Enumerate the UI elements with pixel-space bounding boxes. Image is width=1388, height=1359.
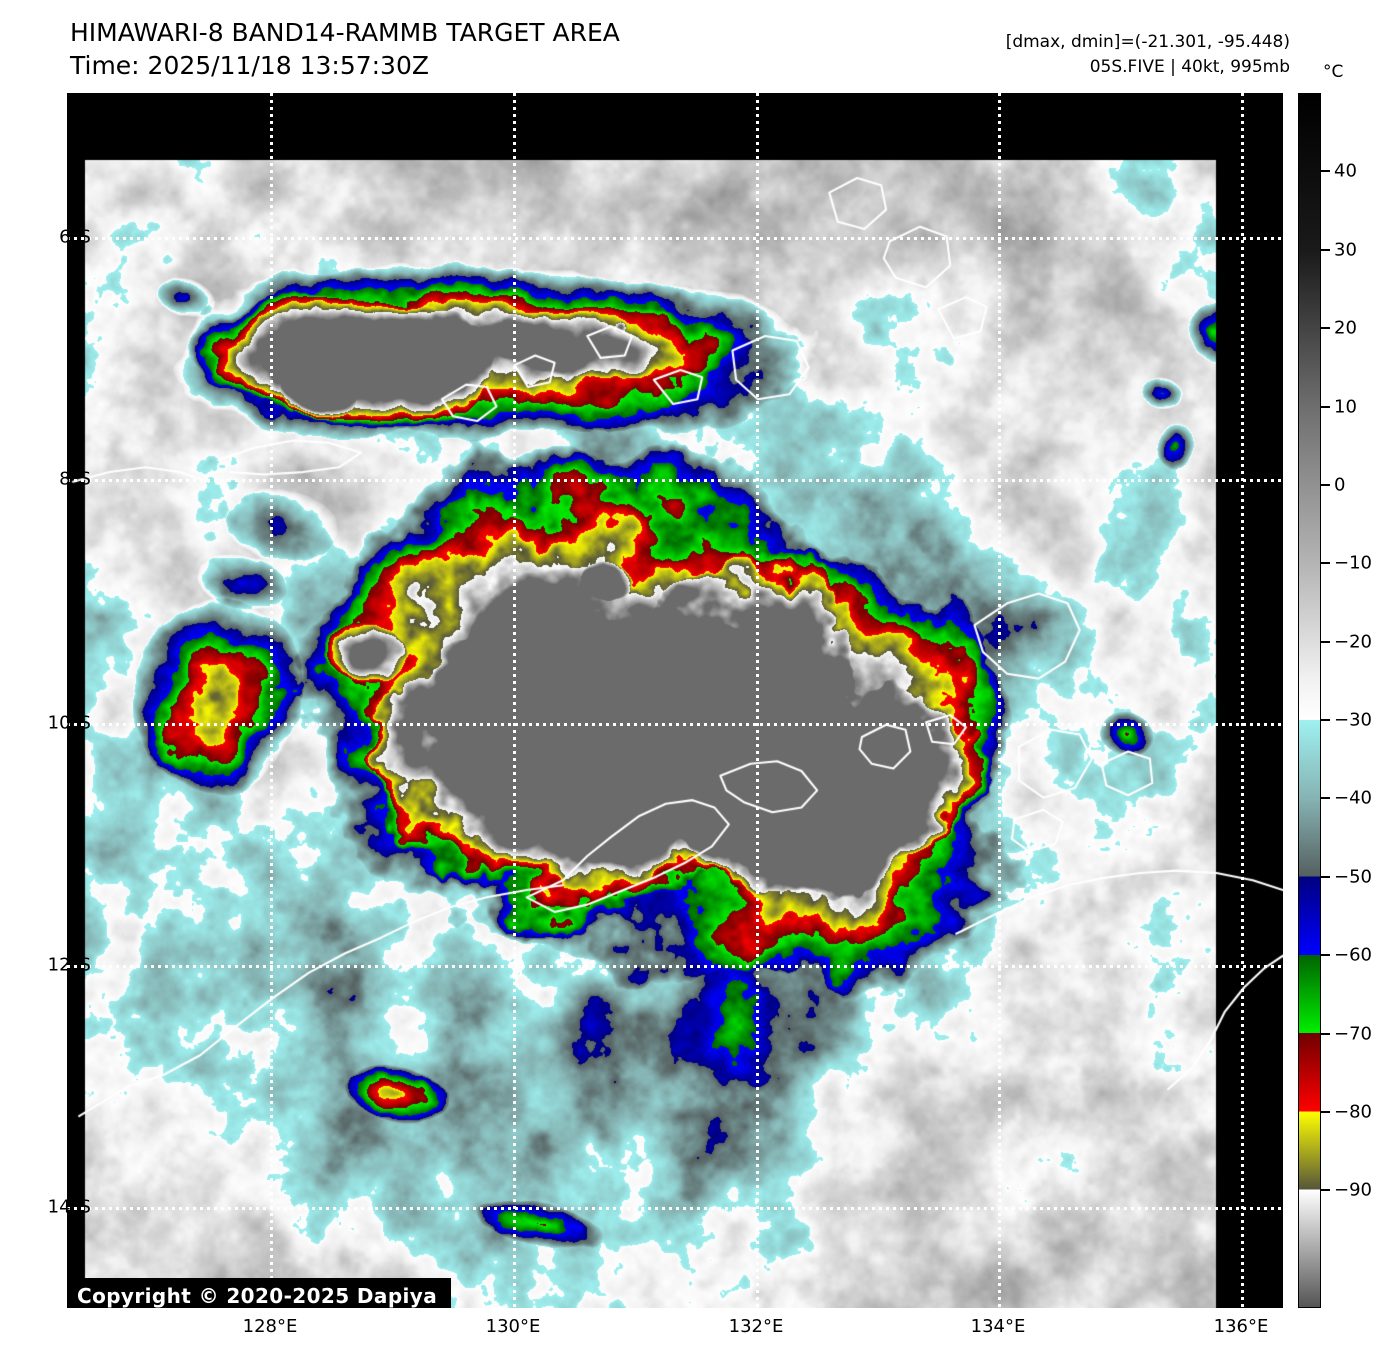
colorbar-tick <box>1321 875 1330 878</box>
colorbar-tick <box>1321 954 1330 957</box>
dminmax-label: [dmax, dmin]=(-21.301, -95.448) <box>1005 32 1290 52</box>
colorbar-tick-label: 0 <box>1334 474 1346 496</box>
colorbar-tick-label: −70 <box>1334 1023 1372 1045</box>
colorbar-tick-label: −10 <box>1334 552 1372 574</box>
lat-tick-label: 12°S <box>47 954 91 976</box>
colorbar-tick-label: 10 <box>1334 396 1357 418</box>
colorbar-tick <box>1321 1189 1330 1192</box>
colorbar-tick-label: −60 <box>1334 944 1372 966</box>
colorbar-tick <box>1321 170 1330 173</box>
colorbar-tick-label: −50 <box>1334 866 1372 888</box>
lat-tick-label: 14°S <box>47 1196 91 1218</box>
satellite-imagery-canvas <box>67 93 1283 1308</box>
colorbar-tick-label: −90 <box>1334 1179 1372 1201</box>
lat-tick-label: 6°S <box>59 226 91 248</box>
colorbar-tick-label: 40 <box>1334 160 1357 182</box>
colorbar-tick <box>1321 562 1330 565</box>
colorbar-tick-label: −20 <box>1334 631 1372 653</box>
lat-tick-label: 8°S <box>59 468 91 490</box>
timestamp-label: Time: 2025/11/18 13:57:30Z <box>70 51 429 80</box>
metadata-block: [dmax, dmin]=(-21.301, -95.448) 05S.FIVE… <box>1006 30 1290 80</box>
title-block: HIMAWARI-8 BAND14-RAMMB TARGET AREA Time… <box>70 16 620 82</box>
colorbar-tick <box>1321 1111 1330 1114</box>
lon-tick-label: 136°E <box>1213 1316 1269 1337</box>
colorbar-tick-label: −40 <box>1334 787 1372 809</box>
colorbar-unit-label: °C <box>1323 62 1344 82</box>
colorbar-tick-label: 20 <box>1334 317 1357 339</box>
lon-tick-label: 132°E <box>728 1316 784 1337</box>
copyright-notice: Copyright © 2020-2025 Dapiya <box>67 1278 452 1308</box>
lon-tick-label: 128°E <box>242 1316 298 1337</box>
colorbar-tick <box>1321 719 1330 722</box>
colorbar-tick <box>1321 327 1330 330</box>
colorbar-tick <box>1321 640 1330 643</box>
lon-tick-label: 130°E <box>485 1316 541 1337</box>
storm-info-label: 05S.FIVE | 40kt, 995mb <box>1089 57 1290 77</box>
colorbar-tick-label: 30 <box>1334 239 1357 261</box>
colorbar-tick <box>1321 1032 1330 1035</box>
colorbar-tick <box>1321 405 1330 408</box>
colorbar-tick <box>1321 483 1330 486</box>
lon-tick-label: 134°E <box>970 1316 1026 1337</box>
temperature-colorbar <box>1298 93 1321 1308</box>
colorbar-tick <box>1321 797 1330 800</box>
lat-tick-label: 10°S <box>47 712 91 734</box>
page-title: HIMAWARI-8 BAND14-RAMMB TARGET AREA <box>70 18 620 47</box>
colorbar-gradient <box>1299 94 1320 1307</box>
colorbar-tick <box>1321 248 1330 251</box>
colorbar-tick-label: −80 <box>1334 1101 1372 1123</box>
colorbar-tick-label: −30 <box>1334 709 1372 731</box>
satellite-image-plot: Copyright © 2020-2025 Dapiya <box>67 93 1283 1308</box>
